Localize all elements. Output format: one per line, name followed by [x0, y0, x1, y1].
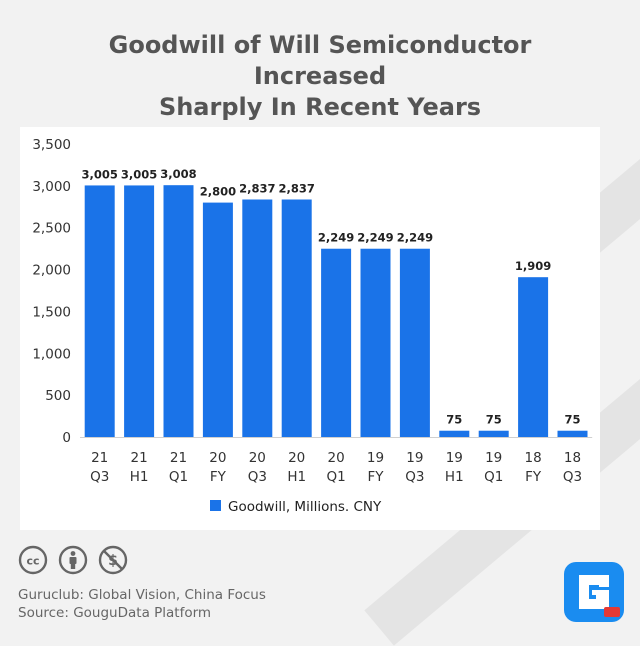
bar — [202, 202, 233, 437]
x-tick-label: 20 — [328, 450, 345, 466]
non-commercial-icon: $ — [98, 545, 128, 575]
chart-panel: 3,500 3,000 2,500 2,000 1,500 1,000 500 0 3,005 2… — [20, 127, 600, 530]
data-label: 3,008 — [160, 167, 196, 181]
bar — [242, 199, 273, 437]
y-tick-label: 500 — [45, 388, 71, 404]
x-tick-label: 19 — [446, 450, 463, 466]
bar — [557, 430, 588, 437]
data-label: 75 — [486, 413, 502, 427]
legend-swatch — [210, 500, 221, 511]
x-tick-label: 18 — [564, 450, 581, 466]
y-tick-label: 2,000 — [32, 263, 71, 279]
x-tick-label: Q1 — [326, 469, 345, 485]
svg-text:cc: cc — [26, 555, 39, 568]
x-tick-label: 18 — [525, 450, 542, 466]
bar — [163, 185, 194, 437]
data-label: 2,249 — [357, 231, 393, 245]
y-tick-label: 2,500 — [32, 221, 71, 237]
y-tick-label: 3,000 — [32, 179, 71, 195]
data-label: 2,837 — [239, 182, 275, 196]
data-label: 2,800 — [200, 185, 236, 199]
x-tick-label: 20 — [288, 450, 305, 466]
gougu-logo — [564, 562, 624, 622]
x-tick-label: Q3 — [405, 469, 424, 485]
x-tick-label: H1 — [445, 469, 464, 485]
data-label: 75 — [564, 413, 580, 427]
y-tick-label: 0 — [62, 430, 71, 446]
x-tick-label: 21 — [131, 450, 148, 466]
bar — [399, 248, 430, 437]
attribution-icon — [58, 545, 88, 575]
bar — [478, 430, 509, 437]
x-tick-label: 20 — [209, 450, 226, 466]
data-label: 2,249 — [318, 231, 354, 245]
data-label: 3,005 — [82, 167, 118, 181]
x-tick-label: 19 — [367, 450, 384, 466]
footer-source: Source: GouguData Platform — [18, 605, 212, 621]
bar — [321, 248, 352, 437]
x-tick-label: 21 — [170, 450, 187, 466]
x-tick-label: 19 — [406, 450, 423, 466]
data-label: 75 — [446, 413, 462, 427]
y-tick-label: 3,500 — [32, 137, 71, 153]
footer-credit: Guruclub: Global Vision, China Focus — [18, 587, 266, 603]
x-tick-label: Q1 — [169, 469, 188, 485]
x-tick-label: H1 — [287, 469, 306, 485]
x-tick-label: 20 — [249, 450, 266, 466]
x-tick-label: FY — [367, 469, 384, 485]
x-tick-label: Q3 — [90, 469, 109, 485]
data-label: 2,249 — [397, 231, 433, 245]
data-label: 3,005 — [121, 167, 157, 181]
creative-commons-icon: cc — [18, 545, 48, 575]
x-tick-label: Q1 — [484, 469, 503, 485]
bar — [518, 277, 549, 437]
gougu-logo-icon — [579, 575, 620, 617]
x-tick-label: Q3 — [563, 469, 582, 485]
data-label: 1,909 — [515, 259, 551, 273]
chart-title-line-1: Goodwill of Will Semiconductor Increased — [108, 31, 532, 90]
legend-label: Goodwill, Millions. CNY — [228, 499, 382, 515]
bar — [360, 248, 391, 437]
y-tick-label: 1,500 — [32, 304, 71, 320]
x-tick-label: Q3 — [248, 469, 267, 485]
x-tick-label: H1 — [130, 469, 149, 485]
bar — [84, 185, 115, 437]
x-tick-label: 19 — [485, 450, 502, 466]
x-tick-label: FY — [525, 469, 542, 485]
data-label: 2,837 — [279, 182, 315, 196]
x-tick-label: 21 — [91, 450, 108, 466]
x-tick-label: FY — [210, 469, 227, 485]
bar — [439, 430, 470, 437]
bar-chart: 3,500 3,000 2,500 2,000 1,500 1,000 500 0 3,005 2… — [32, 137, 593, 515]
bar — [281, 199, 312, 437]
chart-title-line-2: Sharply In Recent Years — [158, 93, 482, 121]
y-tick-label: 1,000 — [32, 346, 71, 362]
bar — [124, 185, 155, 437]
chart-title: Goodwill of Will Semiconductor Increased… — [40, 30, 600, 123]
